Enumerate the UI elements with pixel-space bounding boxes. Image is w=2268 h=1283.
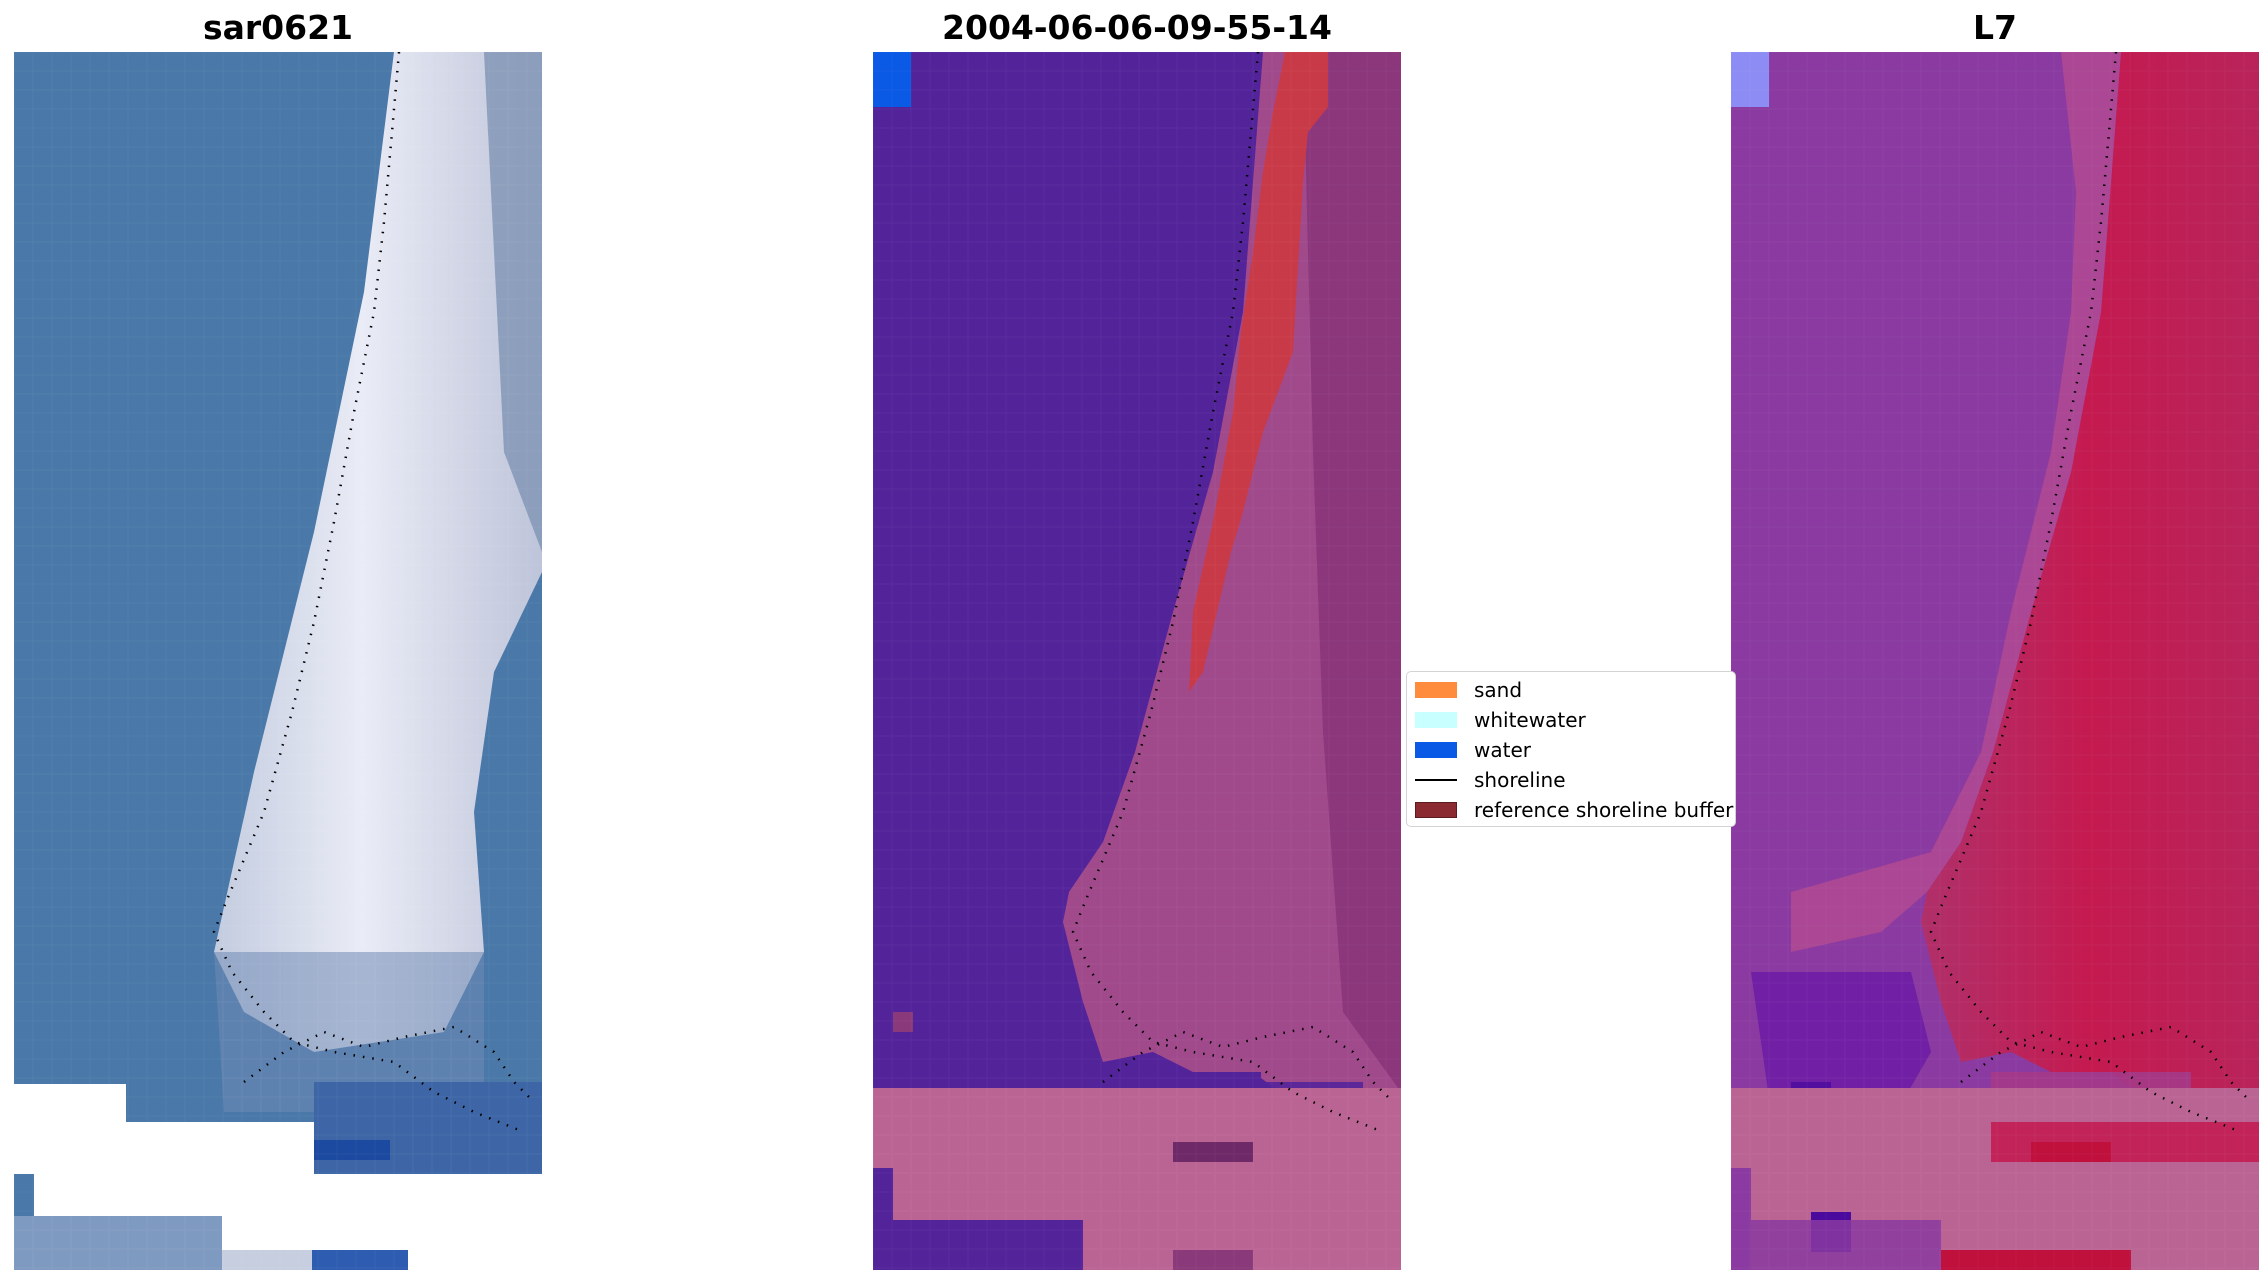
legend-label-water: water <box>1474 738 1531 762</box>
rgb-image <box>14 52 542 1270</box>
legend-item-sand: sand <box>1415 675 1522 705</box>
legend: sand whitewater water shoreline referenc… <box>1406 671 1736 827</box>
classified-image-panel <box>873 52 1401 1270</box>
panel-title-index: L7 <box>1973 8 2017 47</box>
classified-image <box>873 52 1401 1270</box>
water-swatch <box>1415 742 1457 758</box>
legend-label-whitewater: whitewater <box>1474 708 1586 732</box>
index-image <box>1731 52 2259 1270</box>
legend-label-shoreline: shoreline <box>1474 768 1566 792</box>
whitewater-swatch <box>1415 712 1457 728</box>
legend-item-whitewater: whitewater <box>1415 705 1586 735</box>
legend-item-reference-shoreline-buffer: reference shoreline buffer <box>1415 795 1733 825</box>
panel-title-rgb: sar0621 <box>202 8 354 47</box>
index-image-panel <box>1731 52 2259 1270</box>
buffer-swatch <box>1415 802 1457 818</box>
rgb-image-panel <box>14 52 542 1270</box>
legend-item-water: water <box>1415 735 1531 765</box>
legend-label-buffer: reference shoreline buffer <box>1474 798 1734 822</box>
sand-swatch <box>1415 682 1457 698</box>
shoreline-line-swatch <box>1415 779 1457 781</box>
legend-item-shoreline: shoreline <box>1415 765 1566 795</box>
legend-label-sand: sand <box>1474 678 1523 702</box>
panel-title-classified: 2004-06-06-09-55-14 <box>942 8 1332 47</box>
